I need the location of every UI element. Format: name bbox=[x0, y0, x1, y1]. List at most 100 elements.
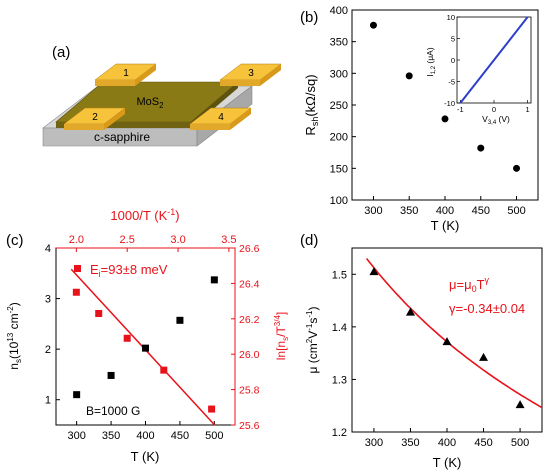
data-point bbox=[73, 391, 81, 399]
inset-y-tick-label: 0 bbox=[451, 56, 455, 65]
panel-c: (c) 300 350 400 450 500 1 2 3 4 2.0 2.5 3.0 3.5 25… bbox=[6, 207, 290, 464]
data-point bbox=[95, 309, 103, 317]
y-tick-label: 4 bbox=[45, 243, 51, 255]
y-tick-label: 3 bbox=[45, 294, 51, 306]
top-tick-label: 3.5 bbox=[221, 234, 236, 246]
chart-c-series-arrhenius bbox=[72, 288, 216, 413]
chart-d-formula-2: γ=-0.34±0.04 bbox=[449, 301, 525, 316]
x-tick-label: 300 bbox=[365, 437, 383, 449]
top-tick-label: 3.0 bbox=[170, 234, 185, 246]
data-point bbox=[405, 72, 413, 80]
data-point bbox=[405, 307, 415, 316]
svg-text:4: 4 bbox=[218, 112, 224, 123]
right-tick-label: 25.6 bbox=[239, 420, 260, 432]
chart-c-right-axis: 25.6 25.8 26.0 26.2 26.4 26.6 bbox=[231, 243, 260, 432]
data-point bbox=[160, 366, 168, 374]
substrate-label: c-sapphire bbox=[94, 130, 150, 144]
y-tick-label: 200 bbox=[330, 132, 348, 144]
svg-text:2: 2 bbox=[92, 112, 98, 123]
right-tick-label: 26.6 bbox=[239, 243, 260, 255]
x-tick-label: 450 bbox=[474, 437, 492, 449]
chart-b-series bbox=[369, 21, 521, 172]
y-tick-label: 400 bbox=[330, 5, 348, 17]
chart-b-x-axis: 300 350 400 450 500 bbox=[364, 196, 526, 217]
x-tick-label: 400 bbox=[438, 437, 456, 449]
chart-d-x-axis: 300 350 400 450 500 bbox=[365, 428, 529, 449]
data-point bbox=[142, 344, 149, 352]
x-tick-label: 300 bbox=[364, 205, 382, 217]
data-point bbox=[176, 316, 184, 324]
x-tick-label: 350 bbox=[400, 205, 418, 217]
inset-y-label: I1,2 (μA) bbox=[425, 47, 437, 76]
chart-d-power-fit bbox=[365, 258, 543, 409]
y-tick-label: 250 bbox=[330, 100, 348, 112]
data-point bbox=[208, 405, 216, 413]
y-tick-label: 1 bbox=[45, 395, 51, 407]
panel-label-d: (d) bbox=[300, 232, 318, 249]
inset-x-label: V3,4 (V) bbox=[482, 114, 510, 126]
chart-c-field-annotation: B=1000 G bbox=[86, 404, 140, 418]
x-tick-label: 500 bbox=[205, 430, 223, 442]
chart-c-bottom-axis: 300 350 400 450 500 bbox=[67, 421, 224, 442]
top-tick-label: 2.0 bbox=[69, 234, 84, 246]
chart-d-y-axis: 1.2 1.3 1.4 1.5 bbox=[332, 269, 356, 439]
right-tick-label: 26.4 bbox=[239, 278, 260, 290]
x-tick-label: 350 bbox=[401, 437, 419, 449]
chart-c-top-label: 1000/T (K-1) bbox=[110, 207, 179, 223]
data-point bbox=[513, 164, 521, 172]
data-point bbox=[515, 400, 525, 409]
chart-b-x-label: T (K) bbox=[431, 218, 460, 233]
y-tick-label: 2 bbox=[45, 344, 51, 356]
y-tick-label: 1.3 bbox=[332, 374, 347, 386]
x-tick-label: 500 bbox=[507, 205, 525, 217]
x-tick-label: 500 bbox=[511, 437, 529, 449]
y-tick-label: 100 bbox=[330, 195, 348, 207]
panel-d: (d) 300 350 400 450 500 1.2 1.3 1.4 1.5 T (K) μ… bbox=[300, 232, 543, 470]
film-label: MoS2 bbox=[136, 96, 164, 110]
x-tick-label: 300 bbox=[67, 430, 85, 442]
chart-d-formula-1: μ=μ0Tγ bbox=[449, 275, 490, 294]
data-point bbox=[123, 334, 131, 342]
chart-c-left-axis: 1 2 3 4 bbox=[45, 243, 60, 407]
contact-pad-1: 1 bbox=[94, 63, 157, 86]
chart-c-legend-text: Ei=93±8 meV bbox=[90, 262, 168, 279]
svg-text:1: 1 bbox=[123, 68, 129, 79]
chart-d-x-label: T (K) bbox=[433, 455, 462, 470]
inset-x-tick-label: 1 bbox=[526, 105, 530, 114]
panel-b: (b) 300 350 400 450 500 10015020025030035040… bbox=[300, 5, 539, 233]
inset-y-tick-label: 5 bbox=[451, 35, 455, 44]
data-point bbox=[369, 21, 377, 29]
x-tick-label: 450 bbox=[171, 430, 189, 442]
chart-b-y-label: Rsh(kΩ/sq) bbox=[303, 74, 320, 135]
y-tick-label: 1.4 bbox=[332, 322, 347, 334]
y-tick-label: 300 bbox=[330, 68, 348, 80]
chart-c-series-density bbox=[73, 276, 218, 399]
y-tick-label: 150 bbox=[330, 163, 348, 175]
chart-c-right-label: ln[ns/T3/4] bbox=[273, 312, 290, 361]
chart-c-left-label: ns(1013 cm-2) bbox=[6, 302, 23, 369]
y-tick-label: 1.5 bbox=[332, 269, 347, 281]
data-point bbox=[72, 288, 80, 296]
panel-label-b: (b) bbox=[300, 9, 318, 26]
inset-y-tick-label: 10 bbox=[447, 13, 455, 22]
x-tick-label: 350 bbox=[102, 430, 120, 442]
panel-a: (a) c-sapphire MoS2 1 3 2 bbox=[42, 44, 282, 147]
data-point bbox=[442, 337, 452, 346]
data-point bbox=[477, 144, 485, 152]
y-tick-label: 350 bbox=[330, 37, 348, 49]
chart-d-y-label: μ (cm2V-1s-1) bbox=[305, 307, 320, 374]
data-point bbox=[107, 371, 115, 379]
x-tick-label: 400 bbox=[436, 205, 454, 217]
inset-iv-line bbox=[459, 16, 529, 104]
inset-y-tick-label: -10 bbox=[444, 99, 455, 108]
y-tick-label: 1.2 bbox=[332, 427, 347, 439]
chart-c-bottom-label: T (K) bbox=[131, 449, 160, 464]
top-tick-label: 2.5 bbox=[120, 234, 135, 246]
inset-x-tick-label: 0 bbox=[492, 105, 496, 114]
data-point bbox=[441, 115, 449, 123]
contact-pad-3: 3 bbox=[219, 63, 282, 86]
chart-c-legend-marker bbox=[74, 265, 81, 272]
contact-pad-2: 2 bbox=[63, 107, 126, 130]
chart-b-y-axis: 100 150 200 250 300 350 400 bbox=[330, 5, 356, 207]
